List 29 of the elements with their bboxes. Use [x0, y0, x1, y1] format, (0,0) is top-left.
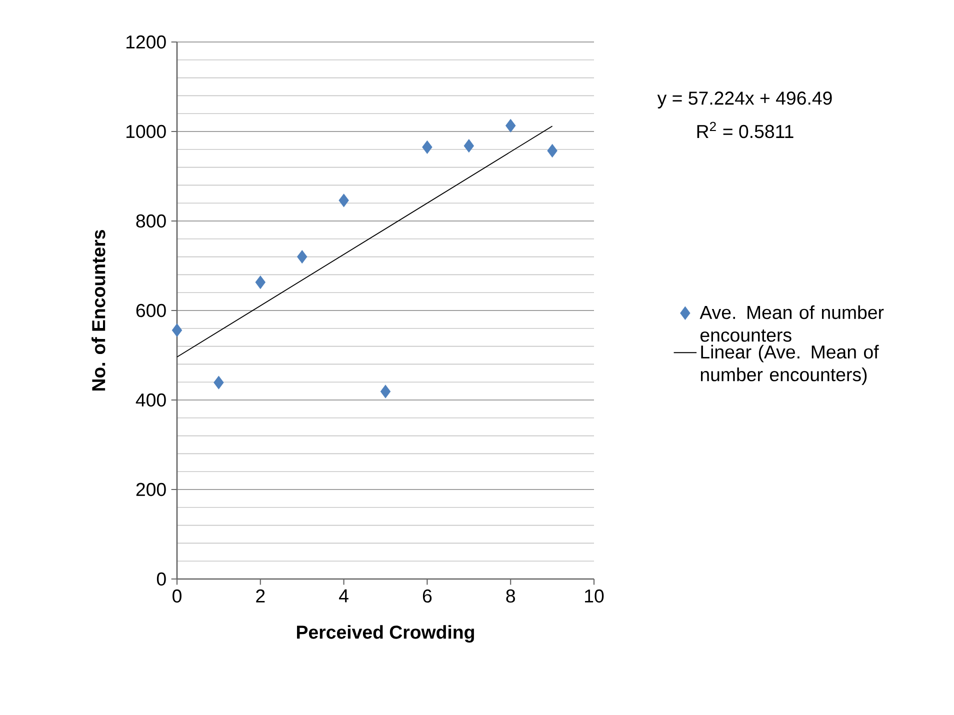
x-axis-title: Perceived Crowding [297, 625, 474, 643]
x-tick-label: 8 [506, 589, 515, 603]
x-tick-label: 0 [172, 589, 182, 603]
y-tick-label: 1000 [126, 124, 166, 138]
legend-label: Ave. Mean of number encounters [700, 305, 884, 342]
legend-label: Linear (Ave. Mean of number encounters) [700, 344, 879, 385]
text: y = 57.224x + 496.49 [657, 92, 832, 108]
point [255, 276, 266, 289]
point [422, 140, 432, 154]
point [380, 384, 391, 398]
point [172, 324, 182, 337]
text: R$^{2}$ = 0.5811 [697, 122, 794, 138]
y-tick-label: 400 [136, 393, 166, 407]
y-tick-label: 200 [136, 482, 166, 496]
x-tick-label: 6 [422, 589, 432, 603]
x-tick-label: 10 [585, 589, 604, 603]
point [214, 376, 224, 390]
point [297, 250, 308, 264]
x-tick-label: 2 [256, 589, 265, 602]
y-tick-label: 0 [156, 572, 166, 586]
y-tick-label: 600 [136, 304, 166, 318]
y-tick-label: 800 [136, 214, 166, 228]
point [506, 119, 516, 132]
point [338, 194, 349, 208]
point [547, 144, 558, 158]
y-axis-title: No. of Encounters [92, 230, 106, 390]
y-tick-label: 1200 [126, 35, 166, 49]
point [464, 139, 474, 152]
x-tick-label: 4 [339, 589, 348, 602]
